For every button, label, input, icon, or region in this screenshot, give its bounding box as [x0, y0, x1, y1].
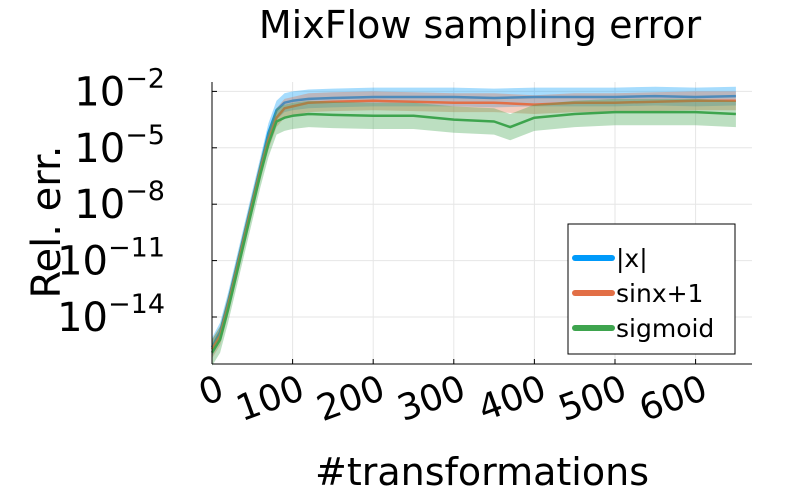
x-tick-label: 600	[634, 368, 713, 430]
series-layer	[210, 86, 736, 366]
y-tick-label: 10−5	[74, 120, 165, 172]
legend-label: sinx+1	[616, 279, 703, 308]
x-tick-label: 400	[473, 368, 552, 430]
legend-box	[567, 223, 736, 355]
x-axis-label: #transformations	[315, 450, 649, 494]
chart-title: MixFlow sampling error	[259, 3, 702, 47]
x-tick-label: 200	[312, 368, 391, 430]
series-line	[210, 110, 736, 354]
x-tick-label: 300	[392, 368, 471, 430]
y-tick-label: 10−8	[74, 176, 165, 228]
legend-label: |x|	[616, 244, 648, 273]
grid-layer	[211, 82, 752, 364]
y-tick-label: 10−14	[57, 289, 165, 341]
legend: |x| sinx+1 sigmoid	[567, 223, 736, 355]
x-tick-label: 0	[194, 368, 230, 414]
y-tick-label: 10−2	[74, 63, 165, 115]
series-3	[210, 98, 736, 366]
y-axis-label: Rel. err.	[24, 146, 70, 299]
axes-layer	[211, 82, 752, 365]
x-tick-layer: 0 100 200 300 400 500 600	[194, 368, 713, 430]
x-tick-label: 100	[231, 368, 310, 430]
x-tick-label: 500	[553, 368, 632, 430]
y-tick-label: 10−11	[57, 233, 165, 285]
legend-label: sigmoid	[616, 314, 714, 343]
